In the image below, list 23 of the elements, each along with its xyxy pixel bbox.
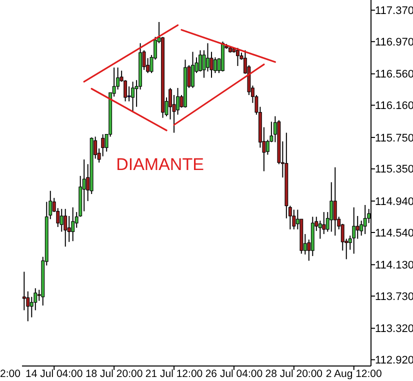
- x-tick-label: 26 Jul 04:00: [205, 368, 263, 380]
- text: 2:00: [0, 368, 21, 380]
- candlestick: [71, 206, 75, 242]
- candlestick: [60, 208, 64, 232]
- candlestick: [131, 81, 135, 112]
- candlestick: [330, 182, 334, 232]
- candlestick: [333, 166, 337, 236]
- candlestick: [352, 206, 356, 254]
- candlestick: [322, 212, 326, 235]
- candlestick: [101, 134, 105, 157]
- x-tick-label: 2 Aug 12:00: [326, 368, 382, 380]
- x-tick-label: 28 Jul 20:00: [265, 368, 323, 380]
- candlestick: [206, 42, 210, 72]
- annotation: DIAMANTE: [116, 155, 204, 174]
- candlestick: [292, 209, 296, 230]
- candlestick: [236, 47, 240, 66]
- x-tick-label: 18 Jul 20:00: [85, 368, 143, 380]
- candlestick: [356, 215, 360, 240]
- x-tick-label: 14 Jul 04:00: [26, 368, 83, 380]
- x-tick-label: 21 Jul 12:00: [145, 368, 203, 380]
- candlestick: [64, 208, 68, 248]
- candlestick: [363, 204, 367, 235]
- candlestick: [191, 51, 194, 88]
